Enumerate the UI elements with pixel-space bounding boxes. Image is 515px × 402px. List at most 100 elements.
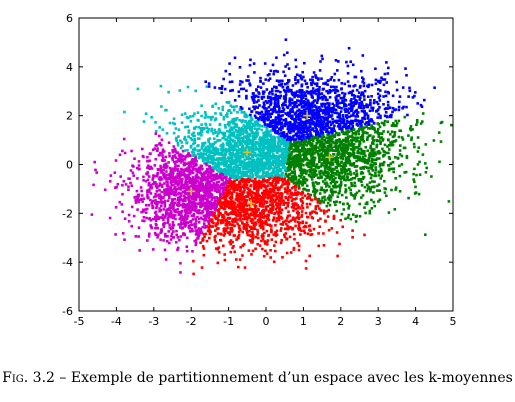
data-point bbox=[275, 125, 279, 129]
data-point bbox=[378, 198, 382, 202]
data-point bbox=[246, 121, 250, 125]
data-point bbox=[182, 216, 185, 219]
data-point bbox=[186, 85, 190, 89]
data-point bbox=[195, 185, 199, 188]
data-point bbox=[289, 165, 293, 169]
data-point bbox=[250, 95, 254, 99]
data-point bbox=[372, 200, 376, 204]
data-point bbox=[275, 79, 279, 82]
data-point bbox=[387, 91, 390, 95]
data-point bbox=[271, 87, 274, 91]
data-point bbox=[323, 142, 326, 146]
data-point bbox=[193, 112, 196, 115]
data-point bbox=[199, 171, 203, 175]
data-point bbox=[357, 129, 360, 133]
data-point bbox=[395, 80, 398, 84]
data-point bbox=[380, 174, 384, 178]
data-points bbox=[90, 38, 453, 276]
data-point bbox=[228, 143, 232, 146]
data-point bbox=[158, 134, 161, 138]
data-point bbox=[391, 106, 395, 110]
data-point bbox=[357, 136, 360, 140]
data-point bbox=[387, 144, 391, 147]
data-point bbox=[365, 112, 368, 115]
data-point bbox=[129, 169, 133, 172]
data-point bbox=[377, 200, 380, 203]
data-point bbox=[298, 113, 302, 116]
data-point bbox=[238, 130, 242, 133]
data-point bbox=[383, 179, 386, 183]
data-point bbox=[339, 125, 342, 129]
data-point bbox=[243, 158, 247, 161]
data-point bbox=[234, 144, 238, 148]
data-point bbox=[257, 95, 260, 99]
data-point bbox=[324, 160, 327, 163]
data-point bbox=[316, 152, 320, 156]
data-point bbox=[169, 181, 172, 184]
data-point bbox=[349, 127, 353, 131]
data-point bbox=[261, 139, 265, 143]
data-point bbox=[398, 174, 402, 178]
data-point bbox=[338, 106, 342, 109]
data-point bbox=[447, 200, 451, 203]
data-point bbox=[339, 127, 342, 130]
data-point bbox=[219, 112, 222, 115]
data-point bbox=[355, 191, 359, 195]
data-point bbox=[245, 140, 249, 144]
data-point bbox=[346, 121, 350, 124]
data-point bbox=[324, 162, 328, 165]
data-point bbox=[278, 149, 281, 153]
data-point bbox=[383, 114, 387, 118]
data-point bbox=[423, 98, 426, 102]
data-point bbox=[381, 137, 385, 141]
data-point bbox=[213, 118, 217, 122]
data-point bbox=[287, 154, 291, 158]
data-point bbox=[297, 161, 300, 164]
data-point bbox=[290, 101, 293, 105]
data-point bbox=[326, 79, 330, 83]
data-point bbox=[315, 150, 318, 154]
data-point bbox=[249, 116, 253, 120]
data-point bbox=[177, 135, 180, 138]
data-point bbox=[331, 140, 335, 144]
data-point bbox=[260, 97, 264, 101]
data-point bbox=[274, 149, 277, 152]
data-point bbox=[207, 140, 210, 143]
data-point bbox=[305, 125, 308, 129]
data-point bbox=[372, 158, 376, 162]
data-point bbox=[370, 95, 373, 98]
data-point bbox=[343, 92, 347, 96]
data-point bbox=[286, 147, 290, 150]
data-point bbox=[328, 161, 332, 165]
data-point bbox=[319, 60, 322, 63]
data-point bbox=[306, 147, 310, 151]
data-point bbox=[236, 218, 239, 221]
data-point bbox=[276, 94, 280, 98]
data-point bbox=[282, 131, 285, 134]
data-point bbox=[192, 131, 195, 135]
data-point bbox=[350, 178, 353, 181]
data-point bbox=[309, 134, 313, 137]
data-point bbox=[379, 177, 382, 180]
data-point bbox=[229, 126, 233, 129]
data-point bbox=[280, 185, 283, 188]
data-point bbox=[393, 131, 397, 134]
data-point bbox=[367, 134, 371, 138]
data-point bbox=[284, 112, 287, 115]
data-point bbox=[383, 143, 387, 147]
data-point bbox=[162, 175, 166, 178]
data-point bbox=[387, 155, 391, 159]
data-point bbox=[346, 72, 350, 75]
data-point bbox=[159, 164, 162, 168]
data-point bbox=[361, 138, 364, 141]
data-point bbox=[337, 132, 341, 135]
data-point bbox=[383, 191, 387, 194]
data-point bbox=[313, 169, 316, 172]
data-point bbox=[369, 144, 373, 148]
data-point bbox=[164, 214, 167, 218]
data-point bbox=[260, 128, 264, 132]
data-point bbox=[360, 93, 363, 97]
data-point bbox=[213, 137, 216, 140]
data-point bbox=[336, 147, 340, 151]
data-point bbox=[350, 182, 353, 185]
